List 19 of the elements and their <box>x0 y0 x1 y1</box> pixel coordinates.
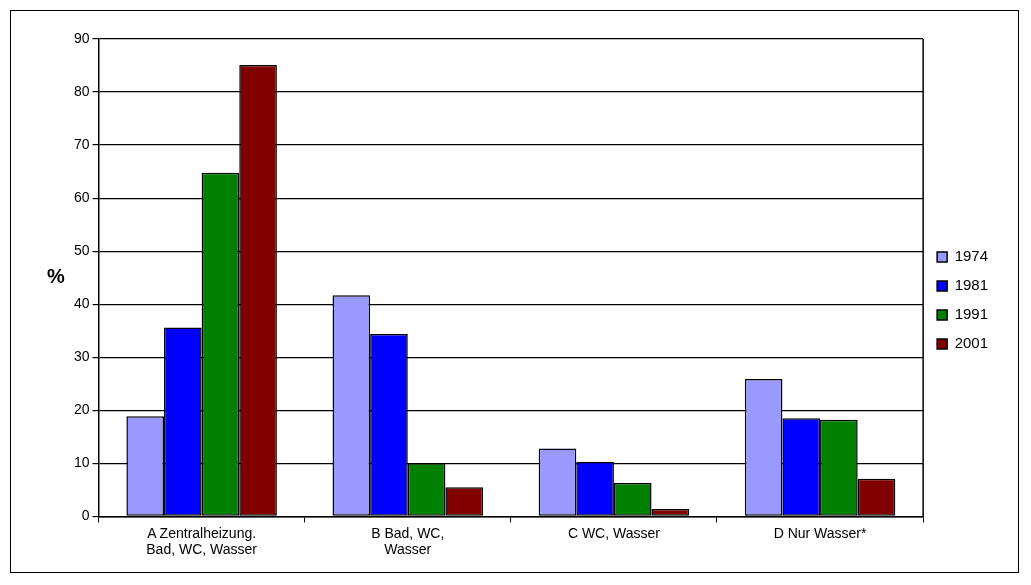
legend-label: 1981 <box>954 276 989 294</box>
legend-label: 1974 <box>954 247 989 265</box>
y-tick-label: 20 <box>73 401 90 418</box>
y-tick-label: 10 <box>73 454 90 471</box>
x-tick-label: D Nur Wasser* <box>773 524 868 541</box>
y-tick-label: 40 <box>73 295 90 312</box>
y-tick-label: 80 <box>73 82 90 99</box>
y-tick-label: 90 <box>73 29 90 46</box>
y-tick-label: 0 <box>81 507 90 524</box>
y-tick-label: 70 <box>73 135 90 152</box>
y-tick-label: 50 <box>73 242 90 259</box>
x-tick-label: B Bad, WC, Wasser <box>371 524 445 558</box>
x-tick-label: A Zentralheizung. Bad, WC, Wasser <box>146 524 258 558</box>
y-axis-title: % <box>47 265 66 288</box>
legend-label: 2001 <box>954 334 989 352</box>
y-tick-label: 60 <box>73 188 90 205</box>
y-tick-label: 30 <box>73 348 90 365</box>
x-tick-label: C WC, Wasser <box>567 524 661 541</box>
legend-label: 1991 <box>954 305 989 323</box>
